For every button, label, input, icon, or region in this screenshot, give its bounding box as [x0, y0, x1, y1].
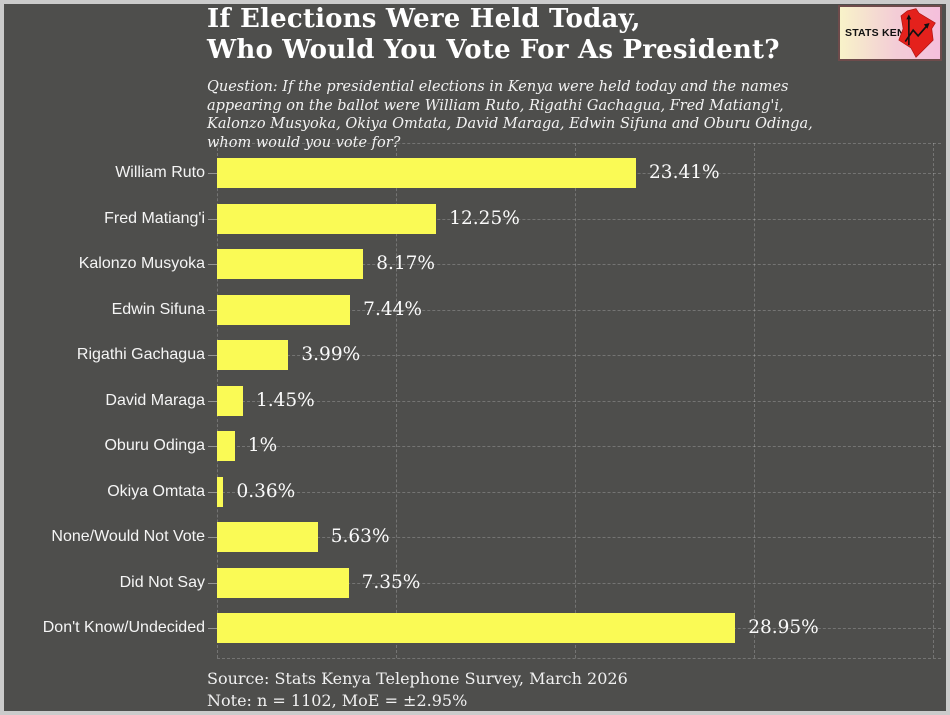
value-label: 5.63% — [330, 526, 390, 547]
value-label: 0.36% — [236, 480, 296, 502]
y-gridline — [217, 582, 941, 584]
page-title-line1: If Elections Were Held Today, — [207, 4, 641, 34]
value-label: 7.35% — [361, 571, 421, 593]
bar-row: Did Not Say 7.35% — [0, 567, 950, 598]
bar — [217, 522, 318, 552]
bar — [217, 385, 243, 416]
y-gridline — [217, 218, 941, 220]
y-tick — [208, 309, 217, 311]
y-tick — [208, 446, 217, 447]
bar-row: Fred Matiang'i 12.25% — [0, 203, 950, 234]
value-label: 1% — [247, 435, 278, 456]
category-label: Kalonzo Musyoka — [78, 255, 205, 272]
page-title-line2: Who Would You Vote For As President? — [207, 35, 780, 65]
bar — [217, 613, 736, 643]
bar — [217, 567, 349, 598]
category-label: David Maraga — [105, 391, 205, 409]
bar-row: None/Would Not Vote 5.63% — [0, 522, 950, 552]
x-gridline — [933, 143, 934, 658]
category-label: Don't Know/Undecided — [42, 619, 205, 636]
plot-edge-line — [217, 143, 941, 144]
y-gridline — [217, 264, 941, 265]
y-tick — [208, 218, 217, 220]
value-label: 7.44% — [363, 298, 422, 320]
category-label: Oburu Odinga — [104, 437, 205, 454]
y-tick — [208, 264, 217, 265]
bar — [217, 340, 289, 370]
stats-kenya-logo: STATS KENYA — [838, 5, 942, 61]
value-label: 28.95% — [748, 617, 819, 638]
category-label: William Ruto — [115, 164, 205, 181]
category-label: Did Not Say — [119, 573, 205, 591]
value-label: 12.25% — [449, 207, 520, 229]
note-text: Note: n = 1102, MoE = ±2.95% — [207, 690, 468, 710]
y-gridline — [217, 355, 941, 356]
source-text: Source: Stats Kenya Telephone Survey, Ma… — [207, 669, 628, 688]
bar-row: Oburu Odinga 1% — [0, 431, 950, 461]
y-tick — [208, 173, 217, 174]
value-label: 8.17% — [376, 253, 436, 274]
value-label: 3.99% — [301, 344, 361, 365]
category-label: None/Would Not Vote — [51, 528, 205, 545]
bar-row: Kalonzo Musyoka 8.17% — [0, 249, 950, 279]
y-tick — [208, 400, 217, 402]
bar — [217, 249, 364, 279]
y-gridline — [217, 400, 941, 402]
y-tick — [208, 537, 217, 538]
bar — [217, 203, 437, 234]
y-tick — [208, 582, 217, 584]
bar-row: Edwin Sifuna 7.44% — [0, 294, 950, 325]
category-label: Edwin Sifuna — [111, 300, 205, 318]
survey-question-text: Question: If the presidential elections … — [207, 79, 813, 151]
x-gridline — [754, 143, 755, 658]
category-label: Fred Matiang'i — [104, 209, 205, 227]
value-label: 23.41% — [649, 162, 720, 183]
bar-row: William Ruto 23.41% — [0, 158, 950, 188]
y-gridline — [217, 537, 941, 538]
bar — [217, 476, 224, 507]
bar-row: Rigathi Gachagua 3.99% — [0, 340, 950, 370]
category-label: Rigathi Gachagua — [76, 346, 205, 363]
x-gridline — [575, 143, 576, 658]
bar-row: David Maraga 1.45% — [0, 385, 950, 416]
bar — [217, 431, 235, 461]
header: If Elections Were Held Today, Who Would … — [207, 4, 847, 66]
plot-edge-line — [217, 658, 941, 659]
y-tick — [208, 491, 217, 493]
x-gridline — [396, 143, 397, 658]
bar-row: Okiya Omtata 0.36% — [0, 476, 950, 507]
y-gridline — [217, 309, 941, 311]
bar — [217, 158, 637, 188]
bar-row: Don't Know/Undecided 28.95% — [0, 613, 950, 643]
bar — [217, 294, 351, 325]
y-gridline — [217, 491, 941, 493]
y-tick — [208, 355, 217, 356]
y-gridline — [217, 446, 941, 447]
y-tick — [208, 628, 217, 629]
value-label: 1.45% — [255, 389, 315, 411]
footer: Source: Stats Kenya Telephone Survey, Ma… — [207, 668, 807, 711]
category-label: Okiya Omtata — [107, 482, 205, 500]
kenya-map-icon — [898, 8, 936, 58]
